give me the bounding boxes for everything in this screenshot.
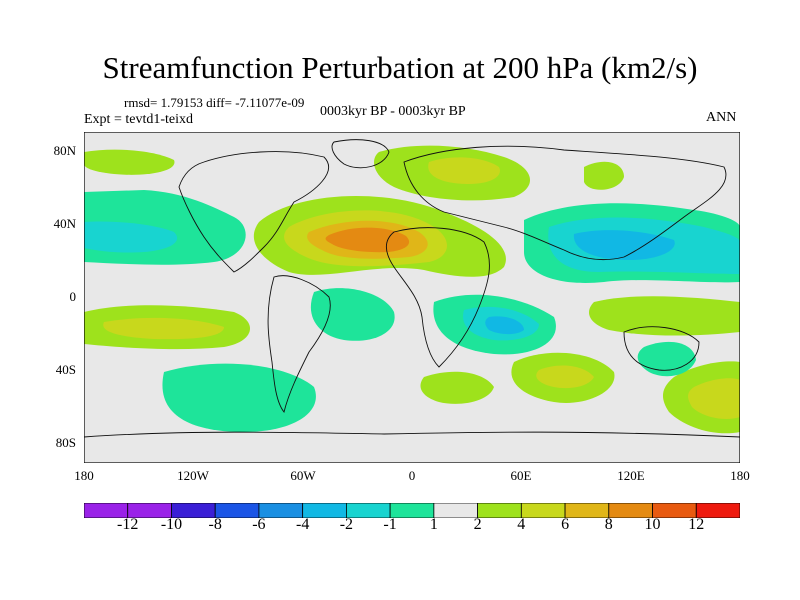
colorbar-tick-label: 1 — [429, 516, 438, 533]
contour-pos-2-aus — [589, 296, 740, 336]
lat-label-0: 0 — [69, 289, 77, 304]
coast-greenland — [331, 139, 390, 169]
colorbar-tick-label: -4 — [296, 516, 310, 533]
colorbar-tick-label: 2 — [473, 516, 482, 533]
lon-label-120w: 120W — [177, 468, 209, 483]
contour-pos-4-north — [428, 157, 500, 184]
coast-australia — [623, 326, 700, 371]
colorbar-box — [695, 503, 740, 518]
lon-label-180w: 180 — [74, 468, 94, 483]
plot-title: Streamfunction Perturbation at 200 hPa (… — [102, 50, 698, 85]
colorbar-tick-label: 4 — [517, 516, 526, 533]
coast-antarctica — [84, 431, 740, 438]
contour-pos-4-se — [688, 378, 740, 419]
experiment-label: Expt = tevtd1-teixd — [84, 112, 193, 127]
streamfunction-map — [84, 132, 740, 463]
contour-pos-8 — [325, 227, 410, 253]
contour-neg-4-asia — [573, 230, 675, 260]
contour-pos-4-south-pac — [103, 317, 224, 340]
contour-pos-2-pacific — [84, 149, 175, 175]
colorbar-tick-label: 10 — [644, 516, 661, 533]
coast-north-america — [178, 151, 330, 273]
lat-label-80s: 80S — [55, 435, 76, 450]
coast-eurasia — [403, 145, 727, 261]
lat-label-40n: 40N — [53, 216, 76, 231]
coastlines — [84, 139, 740, 438]
colorbar-tick-label: -12 — [117, 516, 139, 533]
colorbar-tick-label: 8 — [604, 516, 613, 533]
lon-label-120e: 120E — [617, 468, 645, 483]
lat-label-40s: 40S — [55, 362, 76, 377]
lat-label-80n: 80N — [53, 143, 76, 158]
colorbar-tick-label: -6 — [252, 516, 266, 533]
contour-neg-2-pacific — [84, 221, 178, 253]
colorbar-tick-label: -10 — [160, 516, 183, 533]
lon-label-0: 0 — [408, 468, 416, 483]
contour-neg-4-south-ind — [485, 316, 524, 335]
lon-label-60w: 60W — [290, 468, 316, 483]
colorbar — [84, 503, 740, 518]
colorbar-tick-label: -8 — [208, 516, 222, 533]
period-label: 0003kyr BP - 0003kyr BP — [320, 104, 466, 119]
contour-neg-1-south-pac — [162, 363, 316, 432]
contour-pos-2-east — [584, 161, 624, 190]
contour-fills — [84, 145, 740, 434]
colorbar-tick-label: 12 — [688, 516, 705, 533]
lon-label-180e: 180 — [730, 468, 750, 483]
colorbar-tick-label: -1 — [383, 516, 397, 533]
lon-label-60e: 60E — [510, 468, 532, 483]
season-label: ANN — [706, 110, 737, 125]
colorbar-tick-label: -2 — [339, 516, 354, 533]
stats-label: rmsd= 1.79153 diff= -7.11077e-09 — [124, 95, 305, 110]
coast-africa — [386, 227, 490, 368]
contour-neg-1-aus-east — [637, 341, 696, 377]
coast-south-america — [267, 275, 331, 413]
contour-neg-1-south-atl — [310, 288, 395, 341]
contour-pos-2-south-atl — [420, 371, 494, 404]
colorbar-tick-label: 6 — [561, 516, 570, 533]
contour-pos-4-south-ind — [536, 365, 594, 389]
